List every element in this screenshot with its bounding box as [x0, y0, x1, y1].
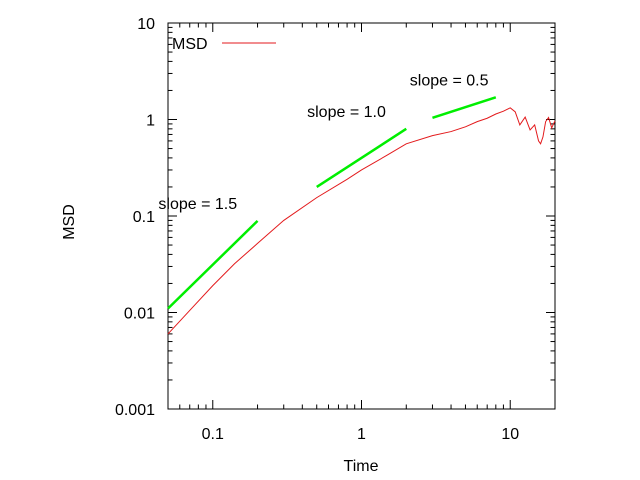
y-tick-label: 0.1 — [133, 209, 155, 226]
x-axis-label: Time — [344, 458, 379, 475]
y-tick-label: 10 — [137, 16, 155, 33]
x-tick-label: 0.1 — [202, 426, 224, 443]
reference-line — [316, 127, 407, 188]
series-line-msd — [167, 107, 556, 335]
y-tick-label: 0.01 — [124, 306, 155, 323]
y-tick-label: 0.001 — [115, 402, 155, 419]
legend-label-msd: MSD — [172, 36, 208, 53]
reference-line-label: slope = 1.5 — [158, 196, 237, 213]
x-tick-label: 1 — [357, 426, 366, 443]
reference-line-label: slope = 0.5 — [410, 72, 489, 89]
plot-frame — [167, 22, 556, 410]
reference-lines: slope = 1.5 slope = 1.0 slope = 0.5 — [158, 72, 497, 310]
axis-ticks: 0.1 1 10 0.001 0.01 0.1 1 10 — [115, 16, 556, 443]
legend: MSD — [172, 36, 276, 53]
y-tick-label: 1 — [146, 113, 155, 130]
x-tick-label: 10 — [501, 426, 519, 443]
y-axis-label: MSD — [61, 204, 78, 240]
reference-line — [432, 96, 497, 120]
reference-line-label: slope = 1.0 — [307, 104, 386, 121]
data-series — [167, 107, 556, 335]
reference-line — [167, 219, 259, 310]
